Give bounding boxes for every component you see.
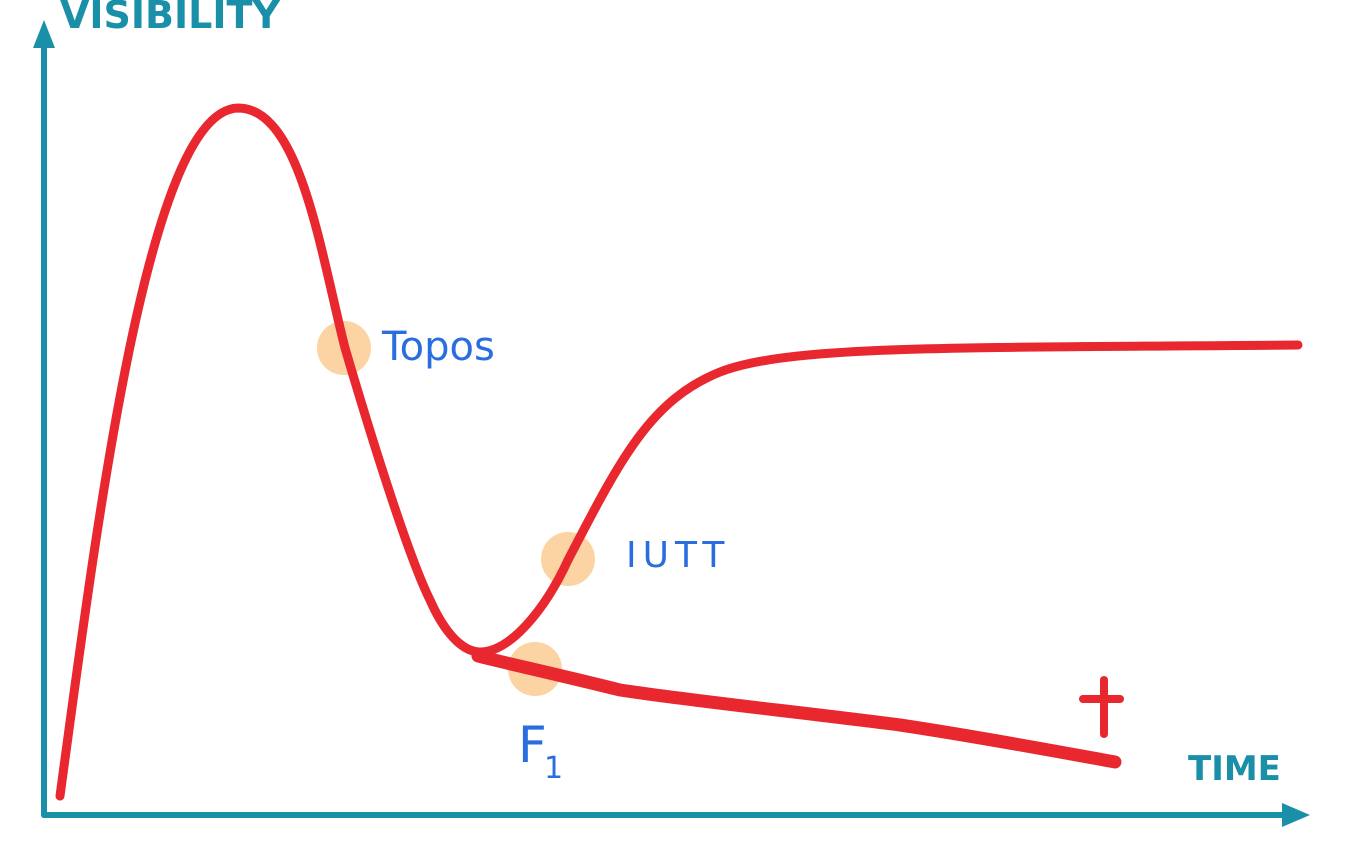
y-axis-arrow-icon [33,20,55,48]
label-topos: Topos [381,324,495,370]
y-axis-title: VISIBILITY [60,0,280,37]
x-axis-arrow-icon [1282,803,1310,827]
label-f1-letter: F [518,716,547,774]
x-axis-title: TIME [1188,749,1281,789]
hype-curve [55,103,1303,801]
label-f1: F 1 [518,716,563,786]
label-iutt: IUTT [626,535,730,576]
decline-curve [471,649,1122,769]
axes [33,20,1310,827]
cross-icon [1079,676,1124,738]
label-f1-subscript: 1 [544,751,563,786]
